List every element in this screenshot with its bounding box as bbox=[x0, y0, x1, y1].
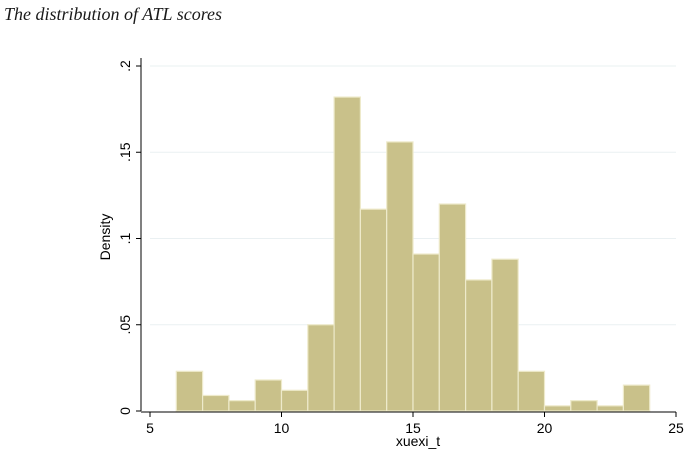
y-tick-label: 0 bbox=[117, 407, 133, 415]
histogram-bar bbox=[280, 389, 309, 412]
y-tick-label: .2 bbox=[117, 60, 133, 72]
histogram-bar bbox=[359, 208, 388, 412]
histogram-bar bbox=[438, 203, 467, 412]
histogram-bar bbox=[543, 405, 572, 412]
histogram-bars bbox=[175, 96, 651, 412]
histogram-bar bbox=[412, 253, 440, 412]
histogram-bar bbox=[465, 279, 493, 412]
histogram-bar bbox=[517, 370, 546, 412]
x-tick-label: 10 bbox=[274, 420, 290, 436]
histogram-bar bbox=[202, 394, 230, 412]
x-axis-title: xuexi_t bbox=[396, 433, 440, 449]
x-tick-label: 25 bbox=[668, 420, 684, 436]
histogram-bar bbox=[622, 384, 651, 412]
histogram-bar bbox=[491, 258, 519, 412]
y-tick-label: .15 bbox=[117, 142, 133, 162]
y-tick-label: .05 bbox=[117, 315, 133, 335]
histogram-bar bbox=[596, 405, 624, 412]
y-tick-label: .1 bbox=[117, 232, 133, 244]
histogram-bar bbox=[386, 141, 414, 412]
axes: 0 .05 .1 .15 .2 5 10 15 20 25 bbox=[117, 58, 684, 436]
x-tick-label: 5 bbox=[146, 420, 154, 436]
histogram-bar bbox=[228, 400, 256, 412]
histogram-bar bbox=[333, 96, 362, 412]
y-axis-title: Density bbox=[97, 214, 113, 261]
histogram-bar bbox=[175, 370, 204, 412]
histogram-bar bbox=[254, 379, 283, 412]
figure-caption: The distribution of ATL scores bbox=[4, 4, 223, 24]
histogram-bar bbox=[570, 400, 598, 412]
x-tick-label: 15 bbox=[405, 420, 421, 436]
histogram-bar bbox=[307, 324, 335, 412]
x-tick-label: 20 bbox=[537, 420, 553, 436]
